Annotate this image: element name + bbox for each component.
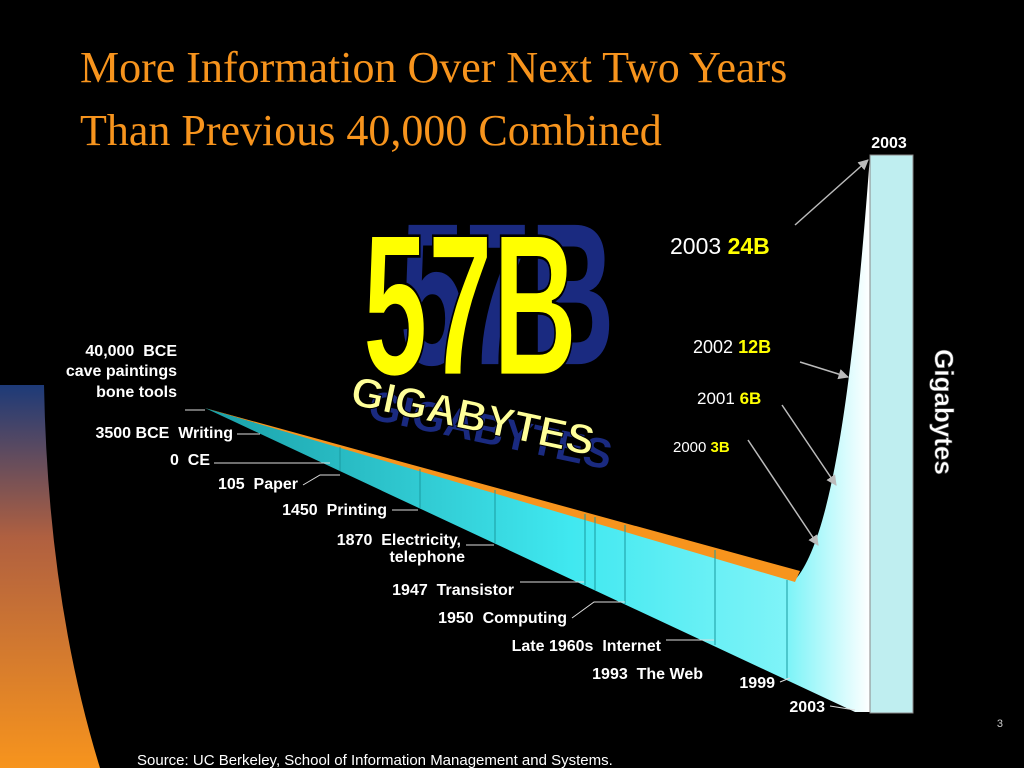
growth-amount: 3B xyxy=(711,439,730,456)
growth-year: 2001 xyxy=(697,389,735,408)
milestone: 0 CE xyxy=(170,452,210,469)
milestone: 1870 Electricity, xyxy=(337,532,461,549)
column xyxy=(869,154,914,714)
growth-labels: 2003 24B 2002 12B 2001 6B 2000 3B xyxy=(670,159,869,546)
milestone: 105 Paper xyxy=(218,476,298,493)
growth-year: 2002 xyxy=(693,337,733,357)
growth-label: 2002 12B xyxy=(693,337,771,357)
growth-year: 2000 xyxy=(673,439,706,456)
milestone: bone tools xyxy=(96,384,177,401)
wedge-separators xyxy=(339,447,788,678)
milestone: cave paintings xyxy=(66,363,177,380)
axis-label: Gigabytes xyxy=(929,349,959,475)
page-number: 3 xyxy=(997,718,1003,730)
growth-amount: 12B xyxy=(738,337,771,357)
growth-label: 2001 6B xyxy=(697,389,761,408)
growth-wedge xyxy=(205,155,870,712)
headline-shadow: 57B xyxy=(400,182,615,409)
milestone: 1450 Printing xyxy=(282,502,387,519)
wedge-edge xyxy=(205,408,800,582)
growth-amount: 6B xyxy=(740,389,762,408)
year-label: 2003 xyxy=(871,135,907,152)
growth-label: 2003 24B xyxy=(670,233,770,259)
headline-amount: 57B xyxy=(363,193,578,420)
milestones: 40,000 BCE cave paintings bone tools 350… xyxy=(66,343,856,716)
milestone: 1950 Computing xyxy=(438,610,567,627)
milestone: Late 1960s Internet xyxy=(512,638,662,655)
title-line: More Information Over Next Two Years xyxy=(80,43,787,92)
title-line: Than Previous 40,000 Combined xyxy=(80,106,662,155)
growth-year: 2003 xyxy=(670,233,721,259)
year-label: 2003 xyxy=(789,699,825,716)
source: Source: UC Berkeley, School of Informati… xyxy=(137,752,613,768)
milestone: telephone xyxy=(389,549,465,566)
year-label: 1999 xyxy=(739,675,775,692)
milestone: 40,000 BCE xyxy=(85,343,177,360)
milestone: 1993 The Web xyxy=(592,666,703,683)
growth-label: 2000 3B xyxy=(673,439,730,456)
milestone: 3500 BCE Writing xyxy=(95,425,233,442)
growth-amount: 24B xyxy=(728,233,770,259)
side-band xyxy=(0,385,100,768)
milestone: 1947 Transistor xyxy=(392,582,514,599)
